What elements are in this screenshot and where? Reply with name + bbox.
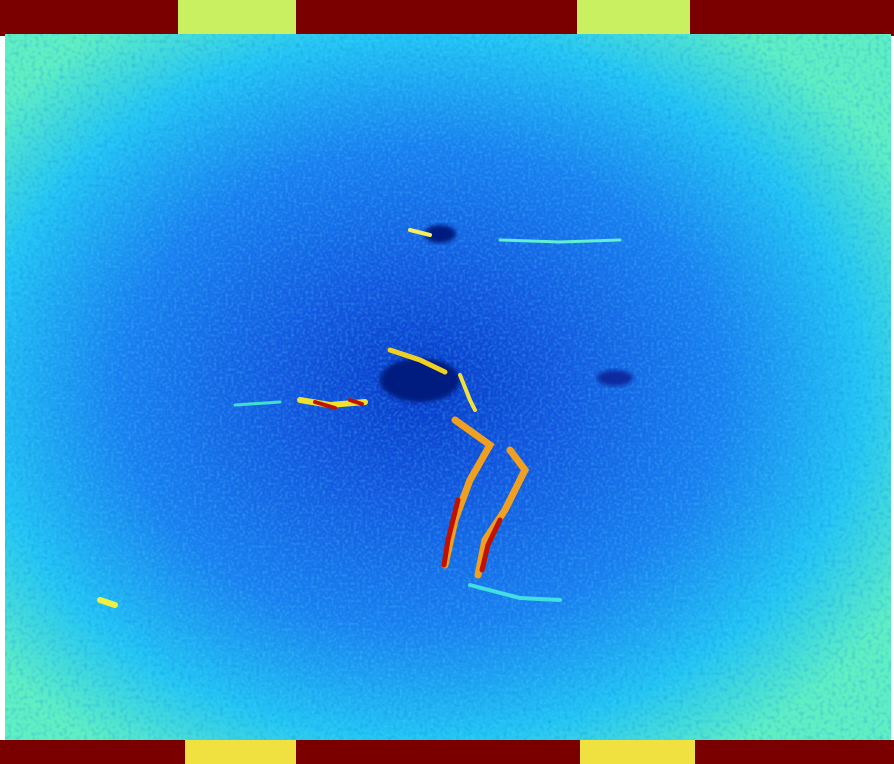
bottom-band xyxy=(0,740,894,764)
top-band xyxy=(0,0,894,36)
dark-core xyxy=(380,358,460,402)
top-band-light xyxy=(178,0,296,36)
heatmap-image xyxy=(0,0,894,764)
bottom-band-light xyxy=(580,740,695,764)
page xyxy=(0,0,894,764)
top-band-light xyxy=(577,0,690,36)
dark-spot xyxy=(597,370,633,386)
bottom-band-light xyxy=(185,740,296,764)
